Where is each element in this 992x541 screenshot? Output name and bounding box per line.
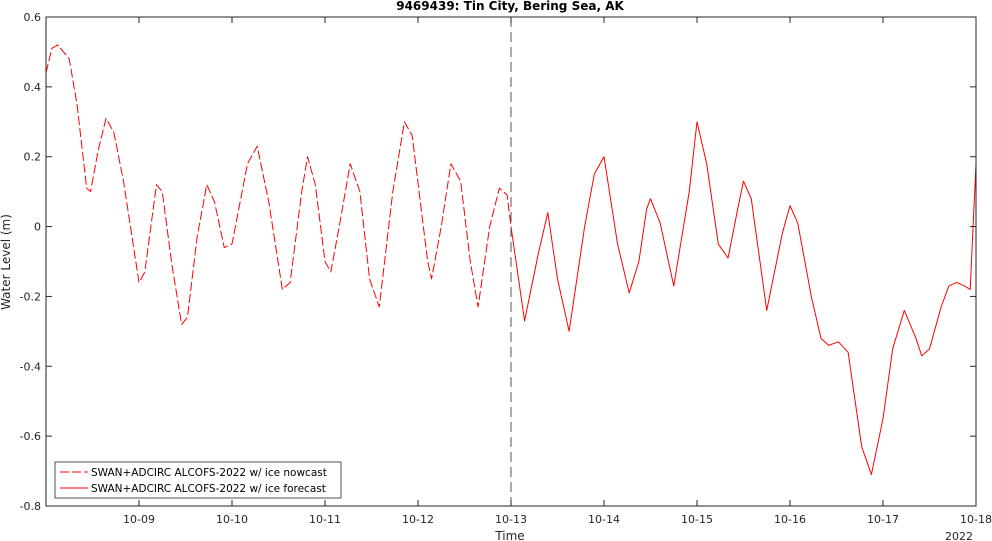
y-tick-label: -0.2 bbox=[20, 290, 41, 303]
y-tick-label: -0.6 bbox=[20, 430, 41, 443]
legend-box bbox=[54, 461, 342, 499]
y-tick-label: -0.4 bbox=[20, 360, 41, 373]
x-tick-label: 10-13 bbox=[495, 513, 527, 526]
y-tick-label: 0.2 bbox=[24, 151, 42, 164]
chart-title: 9469439: Tin City, Bering Sea, AK bbox=[396, 0, 624, 13]
y-tick-label: 0.4 bbox=[24, 81, 42, 94]
legend-entry-1: SWAN+ADCIRC ALCOFS-2022 w/ ice nowcast bbox=[91, 467, 327, 479]
x-tick-label: 10-18 bbox=[960, 513, 992, 526]
x-tick-label: 10-16 bbox=[774, 513, 806, 526]
axes: 10-09 10-10 10-11 10-12 10-13 10-14 10-15 10-16… bbox=[20, 11, 992, 541]
y-axis-label: Water Level (m) bbox=[0, 214, 13, 310]
legend-entry-2: SWAN+ADCIRC ALCOFS-2022 w/ ice forecast bbox=[91, 483, 326, 495]
x-axis-label: Time bbox=[494, 529, 524, 541]
y-tick-label: -0.8 bbox=[20, 500, 41, 513]
legend: SWAN+ADCIRC ALCOFS-2022 w/ ice nowcast SW… bbox=[54, 461, 342, 499]
y-tick-label: 0.6 bbox=[24, 11, 42, 24]
plot-area bbox=[45, 17, 977, 506]
series-line-1 bbox=[45, 44, 512, 325]
x-tick-label: 10-15 bbox=[681, 513, 713, 526]
x-tick-label: 10-17 bbox=[867, 513, 899, 526]
x-tick-label: 10-10 bbox=[216, 513, 248, 526]
x-tick-label: 10-14 bbox=[588, 513, 620, 526]
y-tick-label: 0 bbox=[34, 221, 41, 234]
x-tick-label: 10-11 bbox=[309, 513, 341, 526]
x-year-label: 2022 bbox=[945, 530, 973, 541]
x-tick-label: 10-12 bbox=[402, 513, 434, 526]
x-tick-label: 10-09 bbox=[123, 513, 155, 526]
series-line-2 bbox=[510, 121, 977, 476]
